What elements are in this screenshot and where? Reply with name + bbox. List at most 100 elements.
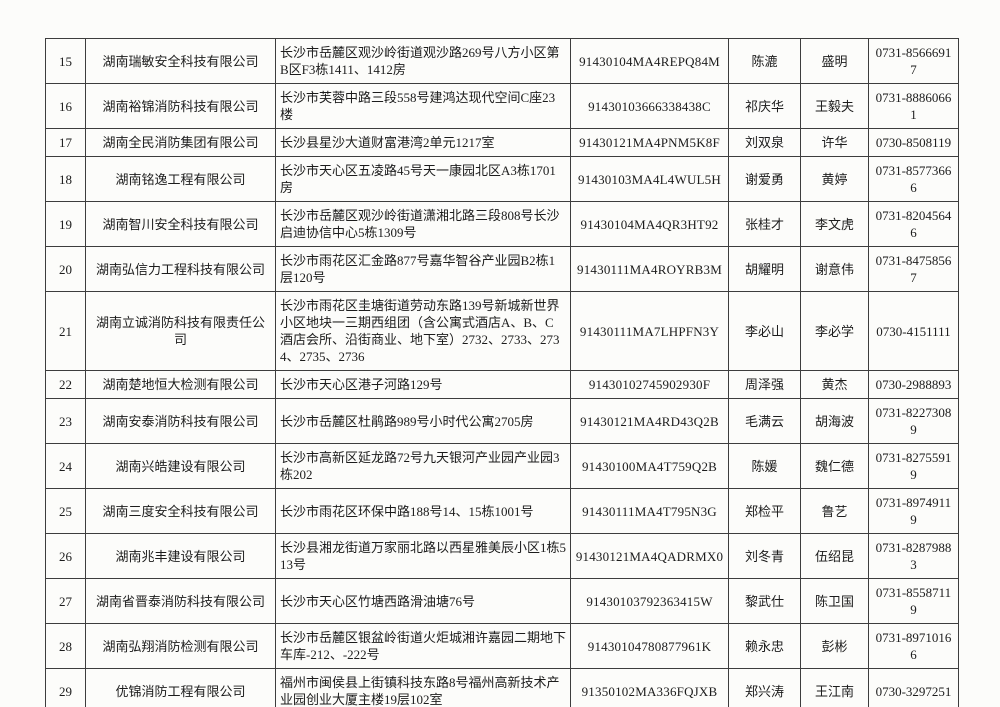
table-row: 25 湖南三度安全科技有限公司 长沙市雨花区环保中路188号14、15栋1001号 9… bbox=[45, 488, 959, 534]
cell-credit-code: 91430103792363415W bbox=[570, 578, 729, 624]
cell-phone: 0731-89749119 bbox=[868, 488, 959, 534]
table-row: 20 湖南弘信力工程科技有限公司 长沙市雨花区汇金路877号嘉华智谷产业园B2栋1层… bbox=[45, 246, 959, 292]
table-row: 17 湖南全民消防集团有限公司 长沙县星沙大道财富港湾2单元1217室 9143012… bbox=[45, 128, 959, 157]
cell-address: 长沙市芙蓉中路三段558号建鸿达现代空间C座23楼 bbox=[275, 83, 571, 129]
cell-company: 湖南省晋泰消防科技有限公司 bbox=[85, 578, 276, 624]
cell-index: 19 bbox=[45, 201, 86, 247]
table-row: 21 湖南立诚消防科技有限责任公司 长沙市雨花区圭塘街道劳动东路139号新城新世界小… bbox=[45, 291, 959, 371]
cell-address: 长沙市岳麓区观沙岭街道潇湘北路三段808号长沙启迪协信中心5栋1309号 bbox=[275, 201, 571, 247]
cell-credit-code: 91430121MA4QADRMX0 bbox=[570, 533, 729, 579]
cell-company: 湖南全民消防集团有限公司 bbox=[85, 128, 276, 157]
cell-credit-code: 91430111MA4ROYRB3M bbox=[570, 246, 729, 292]
cell-credit-code: 91430102745902930F bbox=[570, 370, 729, 399]
cell-phone: 0731-89710166 bbox=[868, 623, 959, 669]
cell-company: 湖南弘翔消防检测有限公司 bbox=[85, 623, 276, 669]
cell-index: 15 bbox=[45, 38, 86, 84]
cell-index: 16 bbox=[45, 83, 86, 129]
cell-person1: 刘冬青 bbox=[728, 533, 801, 579]
cell-credit-code: 91430103MA4L4WUL5H bbox=[570, 156, 729, 202]
table-row: 26 湖南兆丰建设有限公司 长沙县湘龙街道万家丽北路以西星雅美辰小区1栋513号 91… bbox=[45, 533, 959, 579]
cell-index: 28 bbox=[45, 623, 86, 669]
cell-index: 17 bbox=[45, 128, 86, 157]
cell-credit-code: 91430111MA7LHPFN3Y bbox=[570, 291, 729, 371]
cell-credit-code: 91430100MA4T759Q2B bbox=[570, 443, 729, 489]
cell-credit-code: 91430104MA4QR3HT92 bbox=[570, 201, 729, 247]
cell-address: 长沙市岳麓区银盆岭街道火炬城湘许嘉园二期地下车库-212、-222号 bbox=[275, 623, 571, 669]
cell-person1: 胡耀明 bbox=[728, 246, 801, 292]
cell-company: 湖南智川安全科技有限公司 bbox=[85, 201, 276, 247]
cell-phone: 0731-88860661 bbox=[868, 83, 959, 129]
cell-person2: 许华 bbox=[800, 128, 869, 157]
cell-person1: 郑兴涛 bbox=[728, 668, 801, 707]
cell-person1: 黎武仕 bbox=[728, 578, 801, 624]
cell-index: 25 bbox=[45, 488, 86, 534]
cell-index: 29 bbox=[45, 668, 86, 707]
cell-credit-code: 91430121MA4PNM5K8F bbox=[570, 128, 729, 157]
cell-credit-code: 91350102MA336FQJXB bbox=[570, 668, 729, 707]
cell-address: 长沙市岳麓区观沙岭街道观沙路269号八方小区第B区F3栋1411、1412房 bbox=[275, 38, 571, 84]
cell-person1: 李必山 bbox=[728, 291, 801, 371]
cell-credit-code: 91430104MA4REPQ84M bbox=[570, 38, 729, 84]
cell-person2: 陈卫国 bbox=[800, 578, 869, 624]
cell-phone: 0731-85587119 bbox=[868, 578, 959, 624]
cell-person1: 张桂才 bbox=[728, 201, 801, 247]
cell-credit-code: 91430111MA4T795N3G bbox=[570, 488, 729, 534]
cell-company: 优锦消防工程有限公司 bbox=[85, 668, 276, 707]
cell-address: 长沙县星沙大道财富港湾2单元1217室 bbox=[275, 128, 571, 157]
cell-index: 18 bbox=[45, 156, 86, 202]
cell-index: 27 bbox=[45, 578, 86, 624]
cell-person2: 黄杰 bbox=[800, 370, 869, 399]
cell-company: 湖南三度安全科技有限公司 bbox=[85, 488, 276, 534]
cell-address: 长沙市雨花区汇金路877号嘉华智谷产业园B2栋1层120号 bbox=[275, 246, 571, 292]
table-row: 22 湖南楚地恒大检测有限公司 长沙市天心区港子河路129号 914301027459… bbox=[45, 370, 959, 399]
cell-index: 26 bbox=[45, 533, 86, 579]
cell-address: 长沙市雨花区圭塘街道劳动东路139号新城新世界小区地块一三期西组团（含公寓式酒店… bbox=[275, 291, 571, 371]
cell-person1: 陈媛 bbox=[728, 443, 801, 489]
cell-person1: 刘双泉 bbox=[728, 128, 801, 157]
cell-credit-code: 91430104780877961K bbox=[570, 623, 729, 669]
table-row: 29 优锦消防工程有限公司 福州市闽侯县上街镇科技东路8号福州高新技术产业园创业大厦… bbox=[45, 668, 959, 707]
cell-person2: 彭彬 bbox=[800, 623, 869, 669]
table-row: 23 湖南安泰消防科技有限公司 长沙市岳麓区杜鹃路989号小时代公寓2705房 914… bbox=[45, 398, 959, 444]
cell-person2: 胡海波 bbox=[800, 398, 869, 444]
cell-index: 22 bbox=[45, 370, 86, 399]
cell-address: 长沙市岳麓区杜鹃路989号小时代公寓2705房 bbox=[275, 398, 571, 444]
cell-person2: 鲁艺 bbox=[800, 488, 869, 534]
cell-phone: 0730-4151111 bbox=[868, 291, 959, 371]
cell-address: 长沙市雨花区环保中路188号14、15栋1001号 bbox=[275, 488, 571, 534]
cell-phone: 0731-82879883 bbox=[868, 533, 959, 579]
cell-phone: 0730-3297251 bbox=[868, 668, 959, 707]
cell-index: 24 bbox=[45, 443, 86, 489]
cell-person2: 盛明 bbox=[800, 38, 869, 84]
cell-person1: 赖永忠 bbox=[728, 623, 801, 669]
cell-company: 湖南裕锦消防科技有限公司 bbox=[85, 83, 276, 129]
cell-person2: 黄婷 bbox=[800, 156, 869, 202]
cell-person2: 伍绍昆 bbox=[800, 533, 869, 579]
table-row: 24 湖南兴皓建设有限公司 长沙市高新区延龙路72号九天银河产业园产业园3栋202 9… bbox=[45, 443, 959, 489]
cell-person1: 谢爱勇 bbox=[728, 156, 801, 202]
table-row: 19 湖南智川安全科技有限公司 长沙市岳麓区观沙岭街道潇湘北路三段808号长沙启迪协… bbox=[45, 201, 959, 247]
cell-person1: 陈漉 bbox=[728, 38, 801, 84]
cell-phone: 0731-82273089 bbox=[868, 398, 959, 444]
cell-person1: 毛满云 bbox=[728, 398, 801, 444]
cell-address: 福州市闽侯县上街镇科技东路8号福州高新技术产业园创业大厦主楼19层102室 bbox=[275, 668, 571, 707]
cell-phone: 0731-82045646 bbox=[868, 201, 959, 247]
cell-company: 湖南楚地恒大检测有限公司 bbox=[85, 370, 276, 399]
cell-phone: 0731-85666917 bbox=[868, 38, 959, 84]
cell-company: 湖南兴皓建设有限公司 bbox=[85, 443, 276, 489]
cell-company: 湖南安泰消防科技有限公司 bbox=[85, 398, 276, 444]
cell-phone: 0731-84758567 bbox=[868, 246, 959, 292]
cell-address: 长沙县湘龙街道万家丽北路以西星雅美辰小区1栋513号 bbox=[275, 533, 571, 579]
cell-person2: 王江南 bbox=[800, 668, 869, 707]
cell-person1: 郑检平 bbox=[728, 488, 801, 534]
cell-company: 湖南兆丰建设有限公司 bbox=[85, 533, 276, 579]
cell-company: 湖南瑞敏安全科技有限公司 bbox=[85, 38, 276, 84]
cell-person2: 李必学 bbox=[800, 291, 869, 371]
cell-company: 湖南铭逸工程有限公司 bbox=[85, 156, 276, 202]
cell-address: 长沙市天心区竹塘西路滑油塘76号 bbox=[275, 578, 571, 624]
company-table: 15 湖南瑞敏安全科技有限公司 长沙市岳麓区观沙岭街道观沙路269号八方小区第B区F… bbox=[45, 38, 959, 707]
cell-phone: 0730-8508119 bbox=[868, 128, 959, 157]
company-table-body: 15 湖南瑞敏安全科技有限公司 长沙市岳麓区观沙岭街道观沙路269号八方小区第B区F… bbox=[45, 38, 959, 707]
cell-index: 20 bbox=[45, 246, 86, 292]
